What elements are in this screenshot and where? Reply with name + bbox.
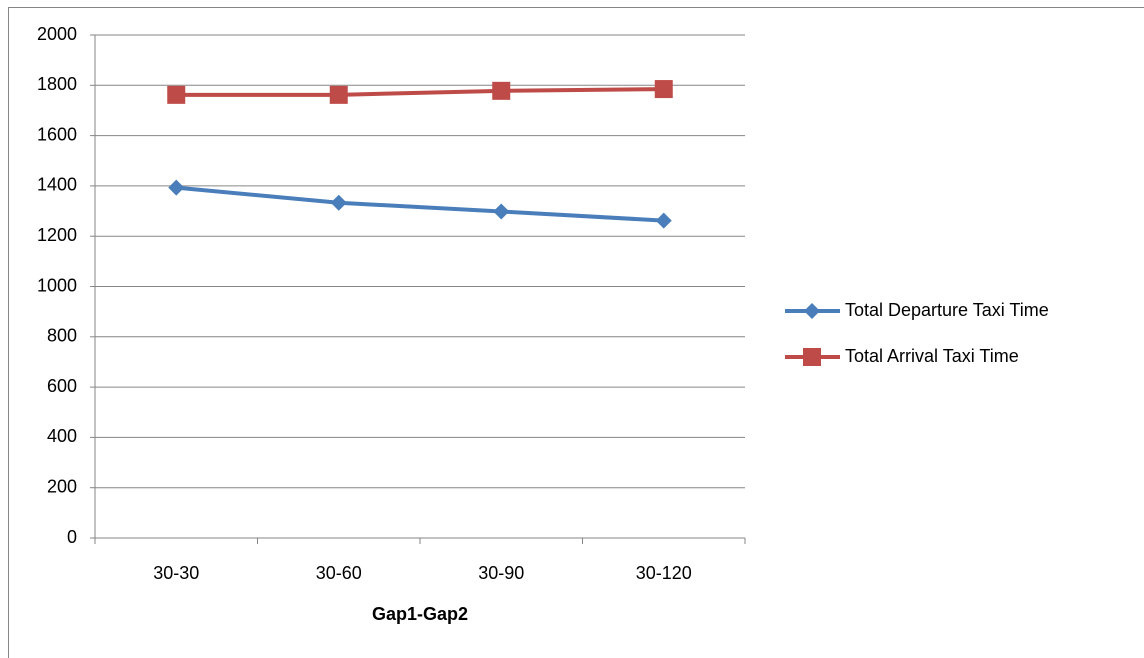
x-tick-label: 30-60 <box>316 563 362 583</box>
y-tick-label: 200 <box>47 476 77 496</box>
data-point <box>493 203 510 220</box>
series-line <box>176 87 664 97</box>
legend-label: Total Departure Taxi Time <box>845 300 1049 320</box>
data-point <box>654 80 673 99</box>
y-tick-label: 600 <box>47 376 77 396</box>
x-tick-label: 30-30 <box>153 563 199 583</box>
y-tick-label: 1600 <box>37 124 77 144</box>
legend-label: Total Arrival Taxi Time <box>845 346 1019 366</box>
y-tick-label: 0 <box>67 527 77 547</box>
y-tick-label: 1800 <box>37 74 77 94</box>
y-tick-label: 1400 <box>37 175 77 195</box>
chart-frame <box>8 7 1144 658</box>
y-tick-label: 1200 <box>37 225 77 245</box>
legend-marker <box>803 348 821 366</box>
y-tick-label: 2000 <box>37 24 77 44</box>
x-axis-title: Gap1-Gap2 <box>372 604 468 624</box>
x-tick-label: 30-90 <box>478 563 524 583</box>
data-point <box>167 85 186 104</box>
y-tick-label: 800 <box>47 326 77 346</box>
data-point <box>329 85 348 104</box>
y-tick-label: 400 <box>47 426 77 446</box>
data-point <box>330 194 347 211</box>
series-line <box>176 185 664 223</box>
legend-marker <box>804 303 820 319</box>
data-point <box>655 212 672 229</box>
x-tick-label: 30-120 <box>636 563 692 583</box>
data-point <box>492 81 511 100</box>
data-point <box>168 179 185 196</box>
y-tick-label: 1000 <box>37 275 77 295</box>
